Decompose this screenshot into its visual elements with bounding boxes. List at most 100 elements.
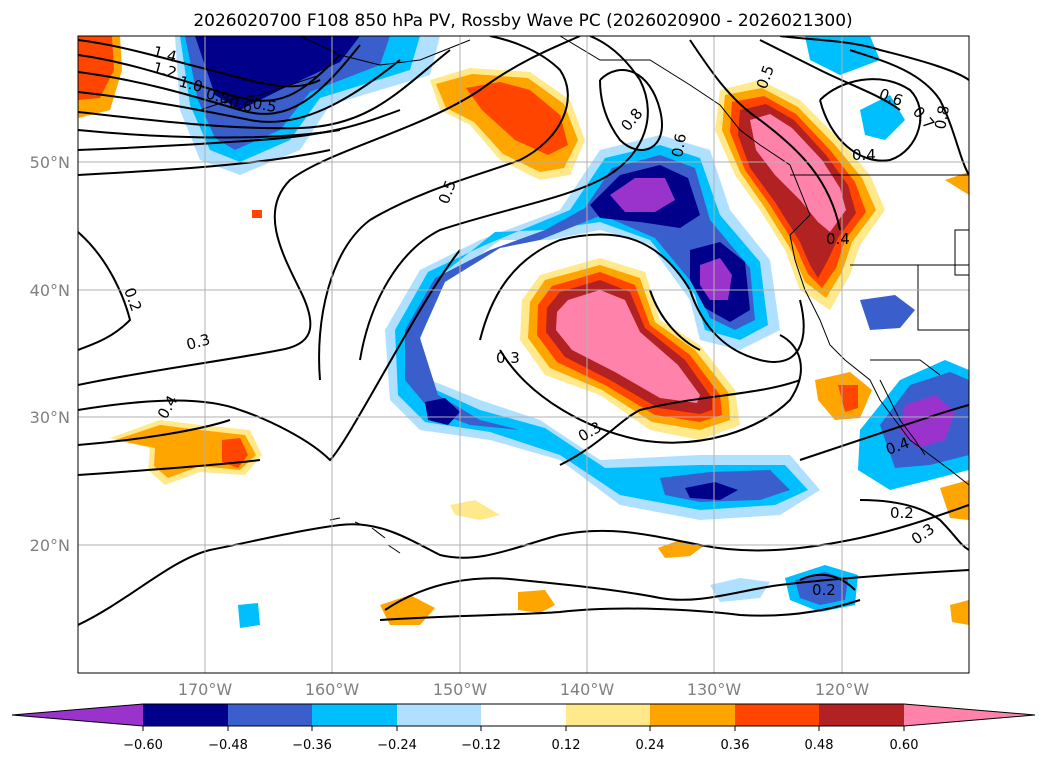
colorbar-extend-high [904, 704, 1035, 726]
pv-contour [78, 54, 341, 102]
pos-region-small-patch [950, 600, 969, 625]
contour-label: 0.8 [204, 84, 232, 108]
contour-label: 0.4 [826, 230, 850, 248]
pv-contour [859, 499, 969, 551]
pv-contour [78, 109, 401, 151]
pv-contour [849, 49, 969, 176]
contour-label: 0.4 [852, 146, 876, 164]
colorbar-label: −0.24 [377, 738, 417, 753]
lon-label-130w: 130°W [687, 680, 742, 699]
pv-contour [78, 59, 401, 123]
pos-region-small-patch [945, 172, 969, 195]
pv-contour [78, 231, 132, 351]
longitude-labels: 170°W 160°W 150°W 140°W 130°W 120°W [178, 680, 870, 699]
colorbar-extend-low [12, 704, 143, 726]
coastline-baja [879, 379, 926, 456]
colorbar-label: 0.36 [721, 738, 750, 753]
colorbar-segment [481, 704, 566, 726]
colorbar-label: −0.12 [461, 738, 501, 753]
pos-region-small-patch [518, 590, 555, 613]
neg-region-aleutian [195, 36, 360, 110]
pv-contour [479, 233, 805, 363]
pv-contour [78, 249, 461, 462]
contour-label: 1.4 [151, 42, 179, 66]
map-frame [77, 35, 970, 674]
colorbar-label: −0.60 [123, 738, 163, 753]
colorbar-label: 0.24 [636, 738, 665, 753]
colorbar-label: 0.12 [552, 738, 581, 753]
pv-contour [559, 379, 801, 466]
negative-anomaly-fill [175, 36, 820, 520]
pv-contour [599, 69, 663, 151]
colorbar-segment [735, 704, 819, 726]
neg-region-oregon [860, 295, 915, 330]
colorbar-segment [819, 704, 904, 726]
contour-label: 0.8 [931, 104, 953, 131]
positive-anomaly-fill [78, 36, 969, 625]
pos-region-small-patch [940, 480, 969, 520]
neg-region-central-arc [425, 398, 460, 425]
lat-label-50n: 50°N [30, 153, 70, 172]
pos-region-small-patch [450, 500, 500, 520]
pv-contour [819, 78, 922, 162]
pos-region-west-coast [750, 114, 846, 232]
pv-contour [689, 39, 841, 231]
contour-label: 1.0 [177, 72, 205, 96]
lon-label-150w: 150°W [433, 680, 488, 699]
contour-label: 0.6 [668, 132, 690, 159]
colorbar-segment [566, 704, 650, 726]
neg-region-baja [900, 395, 955, 448]
neg-region-southwest-dot [238, 603, 260, 628]
pos-region-north-pacific [466, 82, 568, 155]
colorbar-segment [397, 704, 481, 726]
colorbar-label: −0.36 [292, 738, 332, 753]
colorbar-ticks [142, 726, 905, 731]
lat-label-40n: 40°N [30, 281, 70, 300]
figure-title: 2026020700 F108 850 hPa PV, Rossby Wave … [193, 11, 852, 31]
contour-label: 0.2 [812, 581, 836, 599]
lat-label-20n: 20°N [30, 536, 70, 555]
pv-contour [779, 36, 969, 81]
pv-contour [649, 289, 701, 351]
border-us-mexico [870, 359, 941, 376]
pos-region-subtropical-west [222, 438, 248, 468]
contour-label: 1.2 [151, 58, 179, 82]
pv-contour [78, 504, 969, 626]
coastline-alaska [299, 36, 471, 66]
colorbar-label: 0.60 [890, 738, 919, 753]
pv-contour [318, 36, 569, 381]
pv-contour [78, 39, 321, 88]
colorbar: −0.60 −0.48 −0.36 −0.24 −0.12 0.12 0.24 … [11, 703, 1036, 753]
pv-contour [78, 49, 451, 130]
colorbar-segment [312, 704, 397, 726]
pos-region-small-patch [838, 385, 858, 412]
pv-contour [78, 419, 231, 446]
pv-contour [379, 599, 861, 621]
pos-region-central [556, 290, 700, 403]
pos-region-far-northwest [78, 36, 114, 100]
pv-contour [499, 334, 802, 444]
colorbar-segment [143, 704, 228, 726]
negative-anomaly-fill-east [238, 36, 969, 628]
pos-region-small-patch [252, 210, 262, 218]
lat-label-30n: 30°N [30, 408, 70, 427]
lon-label-170w: 170°W [178, 680, 233, 699]
graticule [78, 36, 969, 673]
contour-label: 0.3 [184, 330, 212, 354]
neg-region-central-arc [610, 178, 675, 212]
colorbar-segment [650, 704, 735, 726]
lon-label-140w: 140°W [560, 680, 615, 699]
pv-contour [78, 44, 361, 115]
contour-label: 0.2 [890, 504, 914, 522]
colorbar-label: 0.48 [805, 738, 834, 753]
border-states [850, 229, 969, 331]
pv-contour [78, 459, 261, 476]
colorbar-label: −0.48 [208, 738, 248, 753]
pv-contour [759, 39, 901, 111]
contour-label: 0.5 [251, 94, 278, 116]
pv-contour [799, 573, 856, 591]
lon-label-120w: 120°W [815, 680, 870, 699]
contour-label: 0.3 [496, 349, 520, 367]
colorbar-segment [228, 704, 312, 726]
pv-contour [78, 149, 331, 176]
